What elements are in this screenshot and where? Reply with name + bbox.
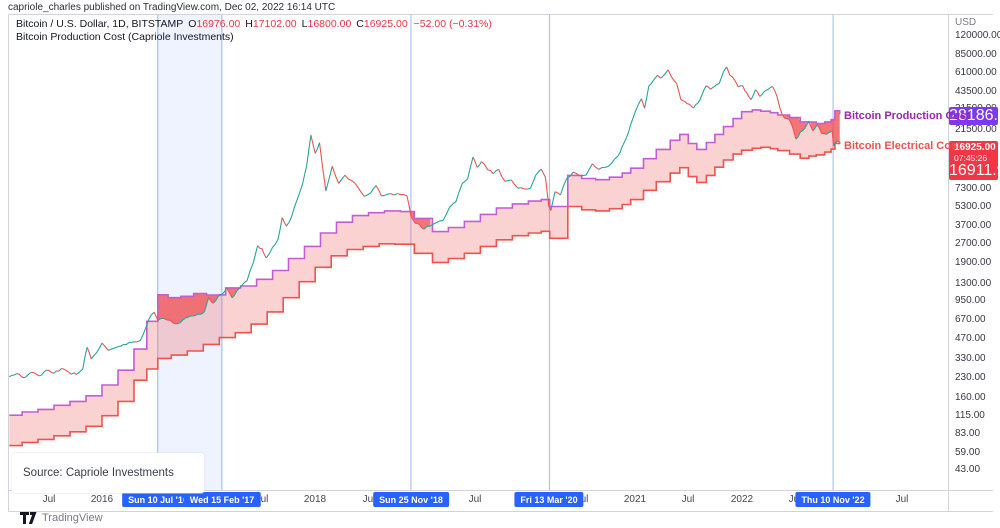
time-tick-jul: Jul — [681, 494, 695, 505]
price-tick: 120000.00 — [955, 30, 1000, 41]
time-tick-jul: Jul — [468, 494, 482, 505]
ohlc-value-H: 17102.00 — [252, 18, 297, 30]
ohlc-prefix-O: O — [188, 18, 197, 30]
price-tick: 85000.00 — [955, 49, 997, 60]
price-tick: 115.00 — [955, 410, 985, 421]
price-tick: 2700.00 — [955, 238, 992, 249]
price-tick: 5300.00 — [955, 201, 992, 212]
time-tick-2018: 2018 — [303, 494, 327, 505]
price-line-up-segments — [9, 66, 838, 379]
price-tick: 83.00 — [955, 428, 981, 439]
ohlc-value-O: 16976.00 — [196, 18, 241, 30]
price-tick: 43.00 — [955, 464, 981, 475]
time-tick-jul: Jul — [255, 494, 269, 505]
time-tick-jul: Jul — [42, 494, 56, 505]
price-tick: 3700.00 — [955, 220, 992, 231]
ohlc-prefix-C: C — [356, 18, 364, 30]
symbol-title[interactable]: Bitcoin / U.S. Dollar, 1D, BITSTAMP — [16, 18, 184, 30]
price-below-production-fill — [784, 115, 807, 140]
electrical-cost-line — [9, 142, 841, 447]
production-cost-label: Bitcoin Production Cost — [844, 110, 970, 122]
price-tick: 330.00 — [955, 353, 986, 364]
change-value: −52.00 (−0.31%) — [413, 18, 492, 30]
production-cost-line — [9, 109, 841, 416]
price-line-down-segments — [16, 66, 840, 379]
currency-label: USD — [955, 17, 977, 28]
price-tick: 59.00 — [955, 447, 981, 458]
indicator-title[interactable]: Bitcoin Production Cost (Capriole Invest… — [16, 31, 234, 43]
last-price-badge: 16925.00 07:45:26 — [949, 141, 998, 164]
tradingview-logo-icon — [20, 512, 37, 524]
price-tick: 1900.00 — [955, 257, 992, 268]
ohlc-value-C: 16925.00 — [363, 18, 408, 30]
electrical-cost-label: Bitcoin Electrical Cost — [844, 140, 961, 152]
halving-highlight-region — [157, 14, 222, 491]
publish-info: capriole_charles published on TradingVie… — [8, 2, 336, 13]
event-date-badge[interactable]: Wed 15 Feb '17 — [183, 492, 261, 507]
time-tick-jul: Jul — [362, 494, 376, 505]
ohlc-prefix-L: L — [301, 18, 308, 30]
price-tick: 1300.00 — [955, 278, 992, 289]
ohlc-prefix-H: H — [245, 18, 253, 30]
source-text: Source: Capriole Investments — [23, 467, 174, 479]
time-tick-jul: Jul — [895, 494, 909, 505]
legend-symbol-row[interactable]: Bitcoin / U.S. Dollar, 1D, BITSTAMP O1697… — [16, 18, 492, 31]
price-tick: 160.00 — [955, 392, 986, 403]
time-axis[interactable]: Jul2016Jul2018JulJul2020Jul2021Jul2022Ju… — [0, 490, 1000, 511]
price-tick: 470.00 — [955, 333, 986, 344]
time-tick-2022: 2022 — [730, 494, 754, 505]
price-tick: 21500.00 — [955, 124, 997, 135]
price-tick: 230.00 — [955, 372, 986, 383]
price-tick: 61000.00 — [955, 67, 997, 78]
time-tick-jul: Jul — [789, 494, 802, 505]
electrical-badge-value: 16911.94 — [949, 162, 1000, 179]
price-below-production-fill — [226, 287, 240, 298]
ohlc-values: O16976.00 H17102.00 L16800.00 C16925.00 — [183, 18, 407, 30]
electrical-cost-badge: 16911.94 — [949, 162, 1000, 180]
chart-legend: Bitcoin / U.S. Dollar, 1D, BITSTAMP O1697… — [16, 18, 492, 44]
tradingview-logo-text: TradingView — [42, 512, 103, 524]
time-tick-2021: 2021 — [623, 494, 647, 505]
legend-indicator-row[interactable]: Bitcoin Production Cost (Capriole Invest… — [16, 31, 492, 44]
price-axis[interactable]: USD 120000.0085000.0061000.0043500.00315… — [949, 14, 1000, 512]
event-date-badge[interactable]: Thu 10 Nov '22 — [795, 492, 871, 507]
last-price-value: 16925.00 — [954, 142, 996, 153]
price-tick: 43500.00 — [955, 86, 997, 97]
price-below-production-fill — [157, 293, 219, 324]
cost-band-fill — [9, 109, 840, 446]
price-tick: 950.00 — [955, 295, 986, 306]
production-cost-badge: 28186.56 — [949, 107, 1000, 125]
event-date-badge[interactable]: Sun 10 Jul '16 — [122, 492, 194, 507]
ohlc-value-L: 16800.00 — [307, 18, 352, 30]
production-badge-value: 28186.56 — [949, 107, 1000, 124]
event-date-badge[interactable]: Fri 13 Mar '20 — [514, 492, 584, 507]
price-tick: 7300.00 — [955, 183, 992, 194]
price-below-production-fill — [411, 211, 431, 230]
event-date-badge[interactable]: Sun 25 Nov '18 — [373, 492, 449, 507]
source-annotation: Source: Capriole Investments — [12, 453, 204, 493]
bar-countdown: 07:45:26 — [954, 153, 988, 163]
tradingview-logo[interactable]: TradingView — [20, 512, 103, 524]
time-tick-2016: 2016 — [90, 494, 114, 505]
price-below-production-fill — [810, 110, 840, 146]
price-tick: 670.00 — [955, 314, 986, 325]
